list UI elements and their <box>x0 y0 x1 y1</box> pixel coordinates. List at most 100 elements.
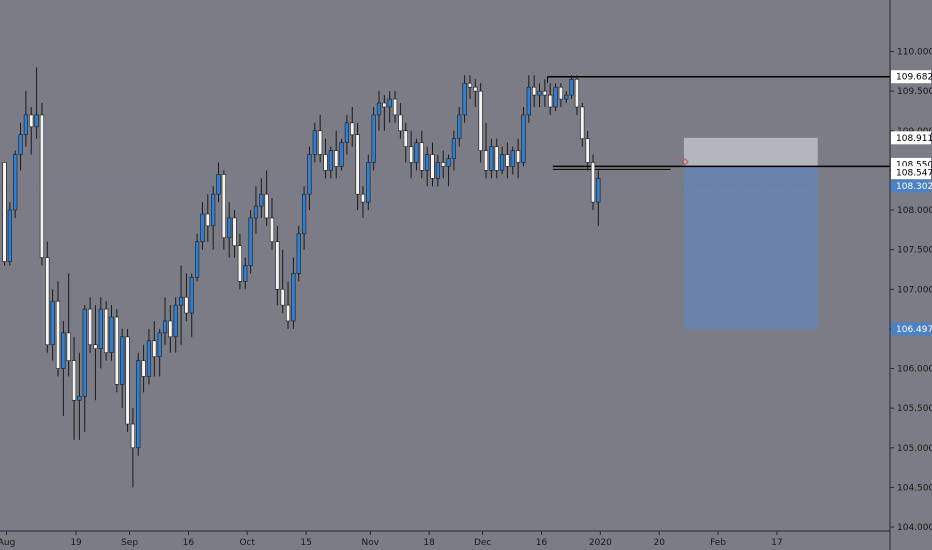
entry-marker-icon[interactable] <box>681 158 689 166</box>
candle <box>467 75 473 100</box>
stop-price-tag-text: 108.911 <box>896 134 932 144</box>
candle <box>387 91 392 123</box>
time-tick-label: 17 <box>771 538 782 548</box>
candle-body <box>269 217 275 243</box>
price-tick-label: 105.500 <box>897 404 932 414</box>
candle-body <box>489 146 494 171</box>
price-tick-label: 108.000 <box>897 206 932 216</box>
candle <box>376 91 382 131</box>
candle <box>499 146 505 175</box>
candle <box>451 130 457 171</box>
candle <box>205 194 210 242</box>
candle <box>371 106 376 171</box>
stop-price-tag-bg <box>891 131 931 145</box>
candle-body <box>120 336 125 385</box>
time-tick-label: Dec <box>474 538 491 548</box>
candle <box>88 297 93 353</box>
candle-body <box>77 395 82 401</box>
candle-body <box>414 142 419 163</box>
resistance-price-tag-bg <box>891 70 931 84</box>
candle <box>596 170 601 226</box>
candle <box>574 75 580 115</box>
candle-body <box>408 146 414 163</box>
candle-body <box>499 154 505 171</box>
candle <box>130 408 136 488</box>
candle-body <box>29 114 34 128</box>
candle-body <box>483 150 489 171</box>
candle-body <box>173 304 178 338</box>
candle <box>280 249 285 314</box>
time-tick-label: Aug <box>0 538 15 548</box>
current-price-tag-text: 108.302 <box>896 182 932 192</box>
candle-body <box>205 213 210 227</box>
candle-body <box>66 332 71 361</box>
candle-body <box>398 114 403 132</box>
candle <box>109 305 114 361</box>
candle <box>162 297 168 345</box>
candle <box>398 103 403 139</box>
time-tick-label: 2020 <box>589 538 612 548</box>
candle-body <box>478 90 483 151</box>
candle-body <box>425 154 430 171</box>
candle <box>61 320 66 417</box>
candle <box>419 130 424 179</box>
candle-body <box>462 82 467 116</box>
candle <box>93 305 98 401</box>
candle <box>564 91 569 104</box>
candle <box>275 225 280 306</box>
candle-body <box>376 102 382 116</box>
candle <box>71 336 77 440</box>
candle-body <box>82 308 87 397</box>
candle-body <box>232 217 237 246</box>
candle-body <box>184 296 189 314</box>
candle-body <box>419 142 424 171</box>
candle-body <box>88 308 93 346</box>
candle-body <box>200 213 205 243</box>
candle-body <box>590 162 596 203</box>
candle <box>301 186 307 250</box>
candle-body <box>515 150 521 163</box>
candle-body <box>50 300 55 346</box>
candle <box>50 289 55 361</box>
take-profit-zone[interactable] <box>683 166 818 330</box>
candle <box>590 154 596 211</box>
candle <box>29 106 34 155</box>
time-tick-label: 16 <box>183 538 195 548</box>
time-axis[interactable]: Aug 19 Sep 16 Oct 15 Nov 18 Dec 16 2020 20 Feb 17 <box>0 530 890 548</box>
candle-body <box>216 174 221 195</box>
candle-body <box>168 320 173 338</box>
candle <box>211 186 216 250</box>
candle-body <box>564 94 569 100</box>
candle <box>7 202 12 266</box>
candle-body <box>510 150 515 167</box>
candle-body <box>548 94 553 108</box>
candle <box>510 146 515 175</box>
candle <box>82 305 87 432</box>
time-tick-label: 19 <box>70 538 82 548</box>
candle-body <box>248 217 253 266</box>
candle <box>157 328 162 377</box>
time-tick-label: Feb <box>710 538 726 548</box>
time-tick-label: 16 <box>536 538 548 548</box>
candle <box>23 91 29 147</box>
horizontal-levels[interactable] <box>0 75 890 187</box>
candle <box>569 75 574 100</box>
candle-body <box>141 360 146 377</box>
candle-body <box>2 162 7 262</box>
candle <box>553 83 558 111</box>
candle <box>120 328 125 409</box>
candle-body <box>243 265 248 282</box>
price-tick-label: 105.000 <box>897 444 932 454</box>
candle-body <box>296 233 301 274</box>
candle-body <box>71 360 77 401</box>
candle-body <box>221 174 226 239</box>
stop-loss-zone[interactable] <box>683 137 818 167</box>
candle-body <box>467 82 473 88</box>
candle <box>505 142 510 179</box>
candle-body <box>237 245 243 282</box>
position-tool[interactable] <box>681 137 818 330</box>
candle-body <box>371 114 376 163</box>
candle-body <box>430 154 435 179</box>
candle-body <box>23 114 29 136</box>
